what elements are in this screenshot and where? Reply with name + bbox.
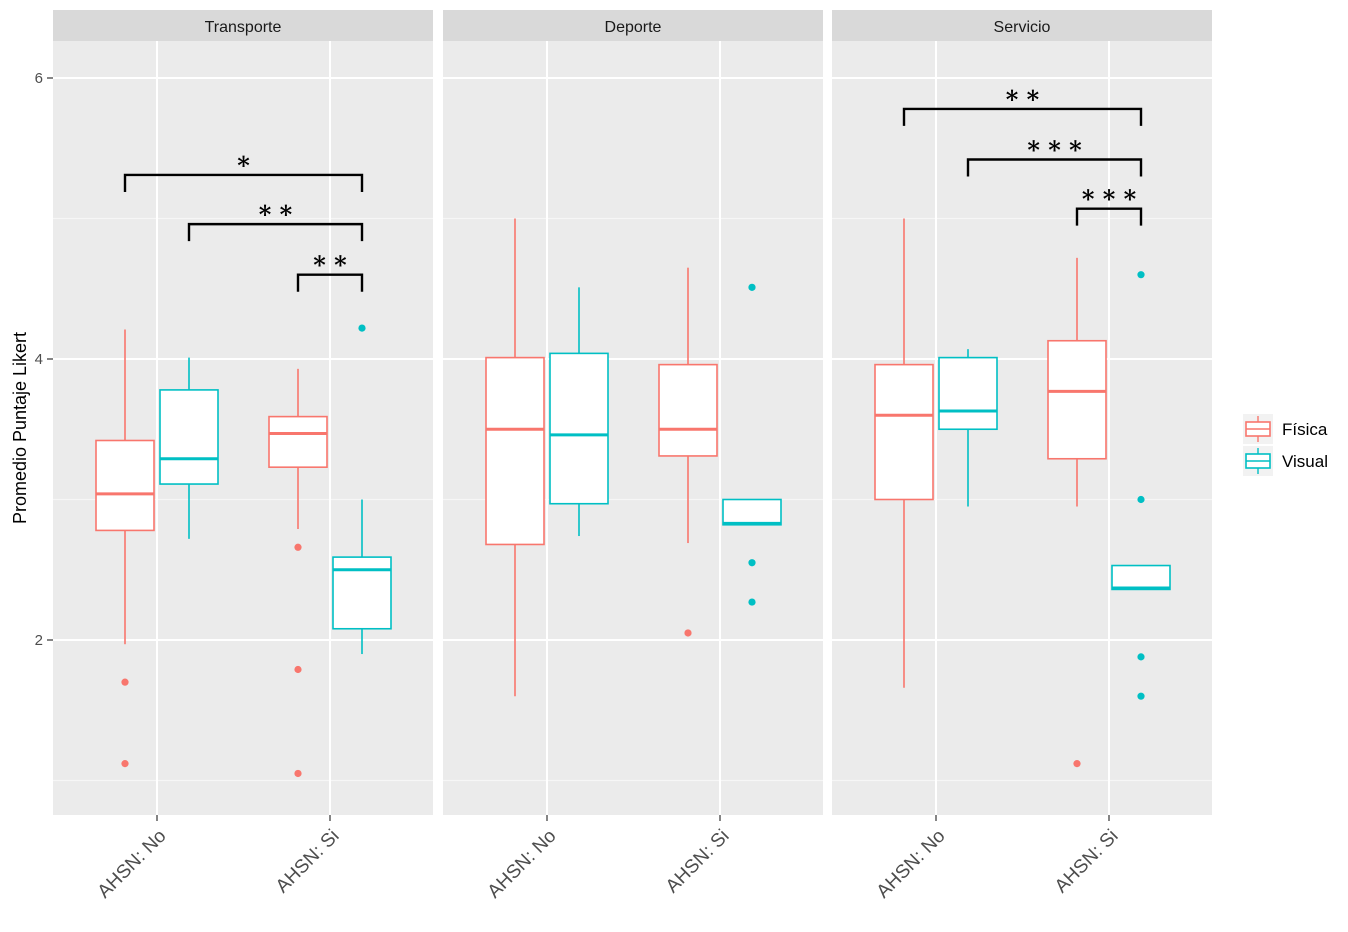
- legend-key-fisica: [1243, 414, 1273, 444]
- x-tick-label: AHSN: No: [873, 826, 950, 903]
- outlier-point: [748, 559, 756, 567]
- box-ahsnno-fisica: [485, 218, 545, 697]
- outlier-point: [1073, 760, 1081, 768]
- outlier-point: [121, 760, 129, 768]
- x-tick-label: AHSN: Si: [662, 826, 734, 898]
- y-tick-label: 6: [35, 70, 43, 87]
- box-ahsnsi-fisica: [268, 368, 328, 778]
- y-axis-title: Promedio Puntaje Likert: [10, 332, 30, 524]
- box-iqr: [1047, 339, 1107, 460]
- panel-transporte: Transporte * * * * * AHSN: No AHSN: Si: [53, 10, 433, 903]
- box-ahsnno-fisica: [874, 218, 934, 688]
- facet-strip: [443, 10, 823, 41]
- bracket-line: [187, 222, 364, 242]
- bracket-line: [966, 158, 1143, 177]
- box-iqr: [1111, 564, 1171, 591]
- outlier-point: [748, 283, 756, 291]
- box-iqr: [874, 363, 934, 501]
- box-iqr: [658, 363, 718, 457]
- box-ahsnno-visual: [159, 357, 219, 539]
- significance-bracket: * * *: [966, 135, 1143, 177]
- significance-label: * * *: [1027, 135, 1082, 164]
- box-iqr: [268, 415, 328, 468]
- box-iqr: [159, 389, 219, 485]
- x-tick-label: AHSN: No: [94, 826, 171, 903]
- significance-label: *: [237, 151, 250, 180]
- box-iqr: [938, 356, 998, 431]
- facet-strip: [832, 10, 1212, 41]
- box-ahsnsi-fisica: [1047, 257, 1107, 768]
- outlier-point: [748, 598, 756, 606]
- outlier-point: [1137, 271, 1145, 279]
- outlier-point: [294, 543, 302, 551]
- panel-deporte: Deporte AHSN: No AHSN: Si: [443, 10, 823, 903]
- box-iqr: [95, 439, 155, 532]
- x-tick-label: AHSN: Si: [1051, 826, 1123, 898]
- bracket-line: [1075, 207, 1143, 226]
- y-tick-label: 2: [35, 632, 43, 649]
- facet-title: Servicio: [994, 19, 1051, 36]
- x-tick-label: AHSN: Si: [272, 826, 344, 898]
- outlier-point: [1137, 653, 1145, 661]
- outlier-point: [294, 665, 302, 674]
- outlier-point: [1137, 692, 1145, 700]
- x-tick-label: AHSN: No: [484, 826, 561, 903]
- facet-title: Transporte: [205, 19, 282, 36]
- significance-bracket: * *: [187, 200, 364, 242]
- box-ahsnno-visual: [549, 287, 609, 537]
- significance-label: * *: [259, 200, 293, 229]
- panel-servicio: Servicio * * * * ** * * AHSN: No AHSN: Si: [832, 10, 1212, 903]
- box-ahsnsi-visual: [1111, 271, 1171, 700]
- box-iqr: [722, 498, 782, 526]
- significance-label: * * *: [1082, 185, 1137, 214]
- box-iqr: [332, 556, 392, 630]
- box-ahsnno-visual: [938, 349, 998, 507]
- significance-label: * *: [1006, 85, 1040, 114]
- panel-background: [53, 41, 433, 815]
- box-ahsnsi-visual: [722, 283, 782, 606]
- facet-strip: [53, 10, 433, 41]
- bracket-line: [123, 173, 364, 192]
- facet-title: Deporte: [605, 19, 662, 36]
- legend-label: Visual: [1282, 452, 1328, 471]
- significance-bracket: *: [123, 151, 364, 192]
- bracket-line: [296, 273, 364, 292]
- significance-bracket: * * *: [1075, 185, 1143, 226]
- outlier-point: [294, 769, 302, 778]
- significance-bracket: * *: [902, 85, 1143, 126]
- outlier-point: [121, 678, 129, 686]
- box-ahsnno-fisica: [95, 329, 155, 768]
- legend-label: Física: [1282, 420, 1328, 439]
- significance-bracket: * *: [296, 251, 364, 292]
- y-tick-label: 4: [35, 351, 43, 368]
- box-ahsnsi-fisica: [658, 267, 718, 637]
- legend: Física Visual: [1243, 414, 1328, 476]
- outlier-point: [1137, 495, 1145, 504]
- bracket-line: [902, 107, 1143, 126]
- outlier-point: [684, 629, 692, 637]
- box-iqr: [485, 356, 545, 546]
- outlier-point: [358, 324, 366, 332]
- box-iqr: [549, 352, 609, 505]
- box-ahsnsi-visual: [332, 324, 392, 655]
- legend-key-visual: [1243, 446, 1273, 476]
- significance-label: * *: [313, 251, 347, 280]
